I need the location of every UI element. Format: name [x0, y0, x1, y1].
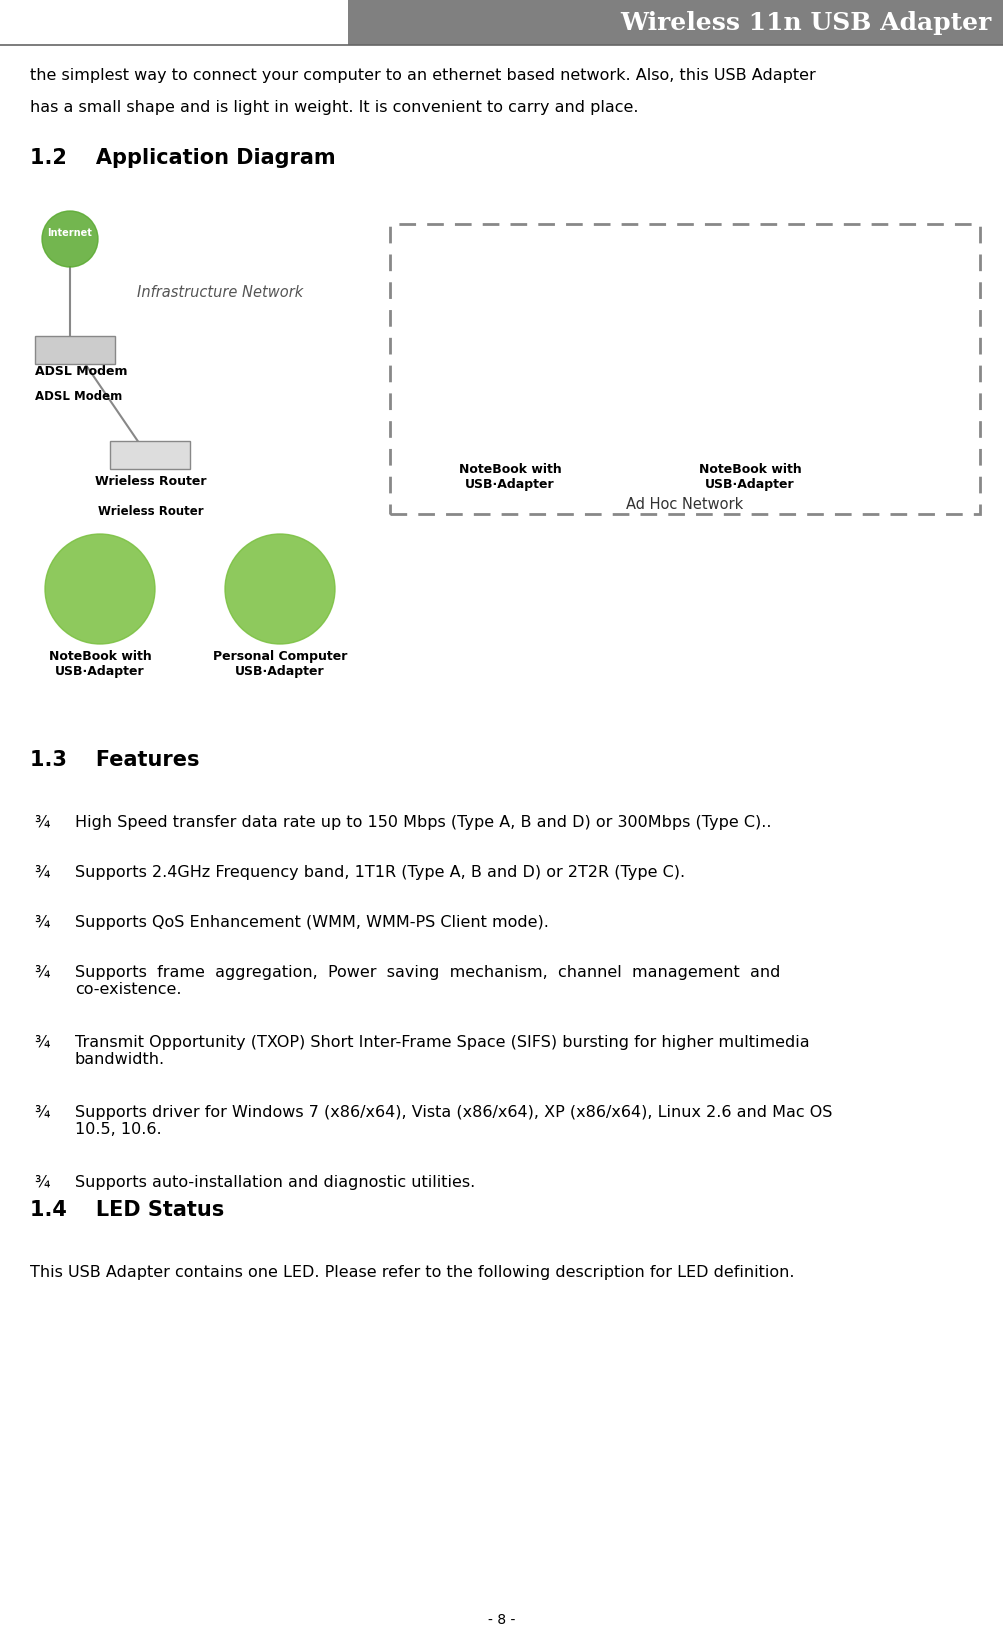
Text: ¾: ¾ — [34, 1035, 50, 1050]
Text: NoteBook with
USB·Adapter: NoteBook with USB·Adapter — [458, 463, 561, 491]
Text: Internet: Internet — [47, 228, 92, 238]
Text: Supports auto-installation and diagnostic utilities.: Supports auto-installation and diagnosti… — [75, 1174, 474, 1190]
Text: ¾: ¾ — [34, 1174, 50, 1190]
Bar — [348, 0, 1003, 46]
Text: ADSL Modem: ADSL Modem — [35, 365, 127, 378]
Text: Supports QoS Enhancement (WMM, WMM-PS Client mode).: Supports QoS Enhancement (WMM, WMM-PS Cl… — [75, 914, 549, 929]
Text: Supports driver for Windows 7 (x86/x64), Vista (x86/x64), XP (x86/x64), Linux 2.: Supports driver for Windows 7 (x86/x64),… — [75, 1104, 831, 1136]
Text: has a small shape and is light in weight. It is convenient to carry and place.: has a small shape and is light in weight… — [30, 99, 638, 116]
Text: ¾: ¾ — [34, 864, 50, 880]
Circle shape — [225, 535, 335, 644]
Text: ADSL Modem: ADSL Modem — [35, 390, 122, 403]
Text: Supports  frame  aggregation,  Power  saving  mechanism,  channel  management  a: Supports frame aggregation, Power saving… — [75, 965, 779, 998]
Text: High Speed transfer data rate up to 150 Mbps (Type A, B and D) or 300Mbps (Type : High Speed transfer data rate up to 150 … — [75, 815, 770, 830]
Circle shape — [42, 212, 98, 267]
Text: ¾: ¾ — [34, 914, 50, 929]
Text: Infrastructure Network: Infrastructure Network — [136, 285, 303, 300]
Bar — [35, 337, 115, 365]
Text: Internet: Internet — [47, 220, 92, 230]
Text: 1.4    LED Status: 1.4 LED Status — [30, 1200, 224, 1219]
Text: the simplest way to connect your computer to an ethernet based network. Also, th: the simplest way to connect your compute… — [30, 68, 815, 83]
Bar — [110, 442, 190, 469]
Text: Wrieless Router: Wrieless Router — [95, 474, 207, 487]
Text: Personal Computer
USB·Adapter: Personal Computer USB·Adapter — [213, 650, 347, 678]
Text: ¾: ¾ — [34, 1104, 50, 1120]
Text: Wrieless Router: Wrieless Router — [98, 505, 204, 518]
Text: 1.3    Features: 1.3 Features — [30, 750, 200, 769]
Text: NoteBook with
USB·Adapter: NoteBook with USB·Adapter — [48, 650, 151, 678]
Text: This USB Adapter contains one LED. Please refer to the following description for: This USB Adapter contains one LED. Pleas… — [30, 1265, 793, 1280]
Text: Ad Hoc Network: Ad Hoc Network — [626, 497, 743, 512]
Text: NoteBook with
USB·Adapter: NoteBook with USB·Adapter — [698, 463, 800, 491]
Text: - 8 -: - 8 - — [487, 1612, 516, 1627]
Text: ¾: ¾ — [34, 815, 50, 830]
Text: 1.2    Application Diagram: 1.2 Application Diagram — [30, 148, 335, 168]
Text: ¾: ¾ — [34, 965, 50, 980]
Text: Supports 2.4GHz Frequency band, 1T1R (Type A, B and D) or 2T2R (Type C).: Supports 2.4GHz Frequency band, 1T1R (Ty… — [75, 864, 684, 880]
Text: Wireless 11n USB Adapter: Wireless 11n USB Adapter — [620, 11, 991, 34]
Text: Transmit Opportunity (TXOP) Short Inter-Frame Space (SIFS) bursting for higher m: Transmit Opportunity (TXOP) Short Inter-… — [75, 1035, 808, 1066]
Bar — [389, 225, 979, 515]
Circle shape — [45, 535, 154, 644]
